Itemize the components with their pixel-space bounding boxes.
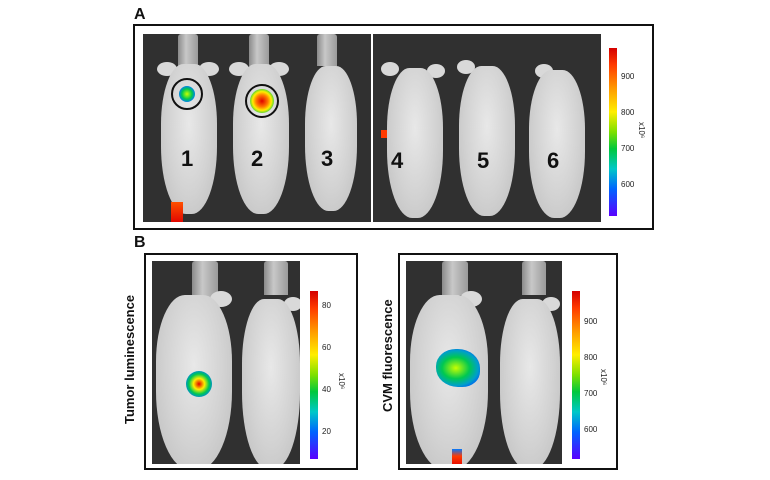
tail-signal [452, 449, 462, 464]
mouse-control [242, 299, 300, 464]
colorbar-tick: 40 [322, 385, 331, 394]
colorbar-unit: x10⁶ [337, 373, 346, 390]
signal-spot [250, 89, 274, 113]
mouse-ear [427, 64, 445, 78]
colorbar-tick: 20 [322, 427, 331, 436]
mouse-3 [305, 66, 357, 211]
mouse-number-2: 2 [251, 146, 264, 171]
colorbar-tick: 800 [584, 353, 598, 362]
tumor-circle-marker [245, 84, 279, 118]
mouse-number-4: 4 [391, 148, 404, 173]
mouse-ear [457, 60, 475, 74]
mouse-number-3: 3 [321, 146, 334, 171]
signal-spot [381, 130, 387, 138]
mouse-number-1: 1 [181, 146, 194, 171]
mouse-number-5: 5 [477, 148, 490, 173]
tail-signal [171, 202, 183, 222]
colorbar-tick: 700 [584, 389, 598, 398]
nose-cone-tube [264, 261, 288, 295]
panel-a-frame: 1 2 3 4 5 6 900 800 700 600 x10⁶ [133, 24, 654, 230]
nose-cone-tube [317, 34, 337, 66]
mouse-4 [387, 68, 443, 218]
colorbar-tick: 900 [621, 72, 635, 81]
mouse-ear [381, 62, 399, 76]
colorbar-tick: 700 [621, 144, 635, 153]
nose-cone-tube [249, 34, 269, 66]
panel-a-photo-right: 4 5 6 [373, 34, 601, 222]
panel-a-letter: A [134, 6, 146, 23]
mouse-5 [459, 66, 515, 216]
panel-b-left-frame: 80 60 40 20 x10⁶ [144, 253, 358, 470]
colorbar-tick: 80 [322, 301, 331, 310]
panel-b-left-photo [152, 261, 300, 464]
tumor-luminescence-label: Tumor luminescence [122, 294, 137, 424]
panel-b-right-photo [406, 261, 562, 464]
panel-b-letter: B [134, 234, 146, 251]
colorbar-tick: 60 [322, 343, 331, 352]
colorbar-tick: 600 [584, 425, 598, 434]
panel-b-right-colorbar [572, 291, 580, 459]
panel-a-colorbar [609, 48, 617, 216]
panel-b-left-colorbar [310, 291, 318, 459]
panel-a-photo-left: 1 2 3 [143, 34, 371, 222]
signal-region [436, 349, 480, 387]
cvm-fluorescence-label: CVM fluorescence [380, 299, 395, 412]
nose-cone-tube [178, 34, 198, 66]
signal-spot [186, 371, 212, 397]
mouse-number-6: 6 [547, 148, 560, 173]
nose-cone-tube [522, 261, 546, 295]
mouse-control [500, 299, 560, 464]
nose-cone-tube [442, 261, 468, 295]
panel-b-right-frame: 900 800 700 600 x10⁶ [398, 253, 618, 470]
colorbar-tick: 600 [621, 180, 635, 189]
colorbar-unit: x10⁶ [637, 122, 646, 139]
colorbar-tick: 800 [621, 108, 635, 117]
nose-cone-tube [192, 261, 218, 297]
colorbar-unit: x10⁶ [599, 369, 608, 386]
tumor-circle-marker [171, 78, 203, 110]
mouse-6 [529, 70, 585, 218]
colorbar-tick: 900 [584, 317, 598, 326]
signal-spot [179, 86, 195, 102]
